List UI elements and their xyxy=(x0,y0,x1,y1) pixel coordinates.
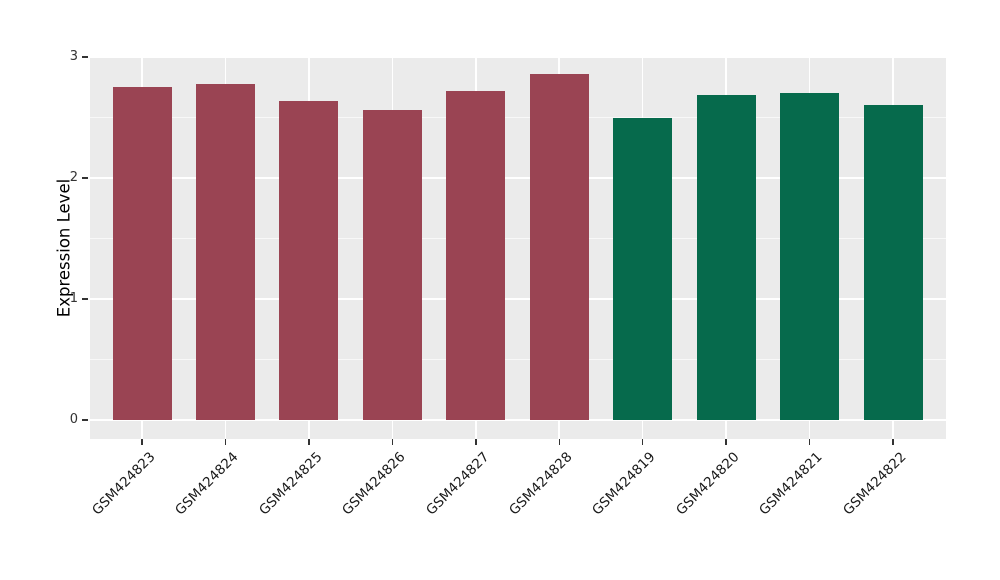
bar-GSM424819 xyxy=(613,117,673,420)
x-tick-label-GSM424819: GSM424819 xyxy=(589,449,660,519)
bar-GSM424824 xyxy=(195,83,255,420)
x-tick-mark xyxy=(725,439,727,445)
y-tick-mark xyxy=(82,298,88,300)
x-tick-label-GSM424824: GSM424824 xyxy=(172,449,242,519)
bar-GSM424825 xyxy=(279,100,339,420)
bar-GSM424820 xyxy=(696,94,756,420)
x-tick-mark xyxy=(475,439,477,445)
minor-gridline xyxy=(90,117,946,118)
major-gridline xyxy=(90,177,946,179)
bar-GSM424821 xyxy=(780,93,840,420)
x-tick-label-GSM424822: GSM424822 xyxy=(839,449,910,519)
x-tick-label-GSM424820: GSM424820 xyxy=(673,449,743,519)
y-tick-mark xyxy=(82,56,88,58)
major-gridline xyxy=(90,419,946,421)
bar-GSM424828 xyxy=(529,73,589,420)
bar-GSM424823 xyxy=(112,87,172,420)
x-tick-mark xyxy=(308,439,310,445)
x-tick-mark xyxy=(391,439,394,445)
y-tick-mark xyxy=(82,419,88,421)
x-tick-mark xyxy=(558,439,560,445)
major-gridline xyxy=(90,298,946,300)
bar-GSM424827 xyxy=(446,90,506,420)
y-tick-label: 1 xyxy=(69,291,78,306)
x-tick-label-GSM424828: GSM424828 xyxy=(506,449,576,519)
major-gridline xyxy=(90,56,946,58)
x-tick-mark xyxy=(808,439,811,445)
x-tick-mark xyxy=(224,439,227,445)
x-tick-label-GSM424826: GSM424826 xyxy=(339,449,409,519)
x-tick-label-GSM424827: GSM424827 xyxy=(422,449,493,519)
bar-GSM424822 xyxy=(863,105,923,420)
y-tick-label: 3 xyxy=(69,49,78,64)
y-tick-label: 2 xyxy=(69,170,78,185)
minor-gridline xyxy=(90,359,946,360)
x-tick-label-GSM424823: GSM424823 xyxy=(88,449,159,519)
x-tick-mark xyxy=(141,439,143,445)
x-tick-mark xyxy=(892,439,894,445)
plot-panel xyxy=(90,56,946,439)
y-tick-mark xyxy=(82,177,88,179)
x-tick-label-GSM424821: GSM424821 xyxy=(756,449,826,519)
bar-GSM424826 xyxy=(362,110,422,420)
x-tick-label-GSM424825: GSM424825 xyxy=(255,449,326,519)
y-tick-label: 0 xyxy=(69,412,78,427)
x-tick-mark xyxy=(641,439,644,445)
minor-gridline xyxy=(90,238,946,239)
